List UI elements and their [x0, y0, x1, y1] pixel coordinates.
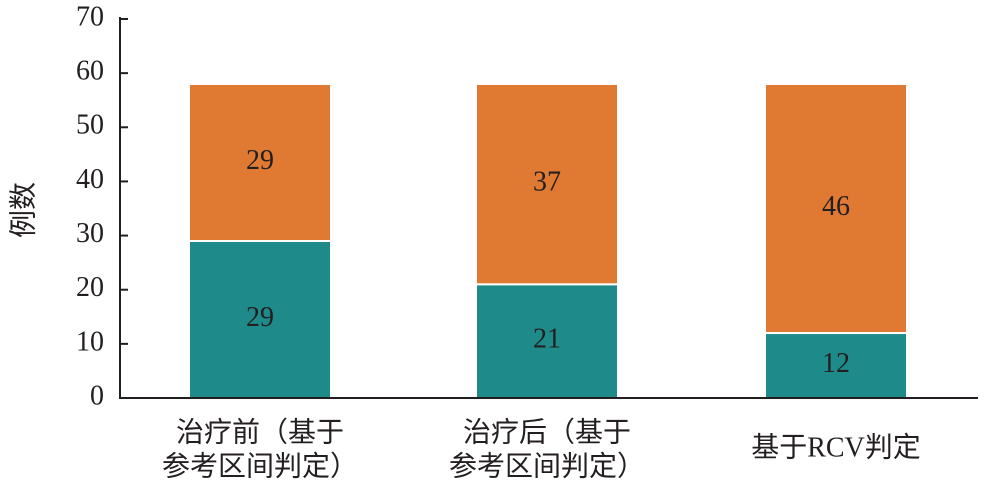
- y-tick-label: 70: [76, 1, 104, 32]
- x-tick-label: 参考区间判定）: [449, 450, 645, 482]
- x-tick-label: 治疗前（基于: [176, 416, 344, 448]
- bar-segment: [475, 283, 619, 399]
- value-label: 12: [822, 348, 850, 379]
- y-tick-label: 30: [76, 218, 104, 249]
- value-label: 29: [246, 302, 274, 333]
- y-tick-label: 50: [76, 110, 104, 141]
- y-tick-label: 60: [76, 56, 104, 87]
- x-tick-label: 基于RCV判定: [751, 431, 921, 463]
- y-tick-label: 0: [90, 380, 104, 411]
- bar-segment: [764, 82, 908, 335]
- value-label: 37: [533, 167, 561, 198]
- y-tick-label: 40: [76, 164, 104, 195]
- x-tick-label: 参考区间判定）: [162, 450, 358, 482]
- bar-segment: [188, 82, 332, 242]
- value-label: 29: [246, 145, 274, 176]
- y-tick-label: 20: [76, 272, 104, 303]
- y-tick-label: 10: [76, 326, 104, 357]
- bar-segment: [764, 332, 908, 399]
- x-tick-label: 治疗后（基于: [463, 416, 631, 448]
- y-axis-label: 例数: [7, 182, 39, 238]
- bar-segment: [188, 239, 332, 399]
- value-label: 21: [533, 324, 561, 355]
- value-label: 46: [822, 191, 850, 222]
- bar-segment: [475, 82, 619, 286]
